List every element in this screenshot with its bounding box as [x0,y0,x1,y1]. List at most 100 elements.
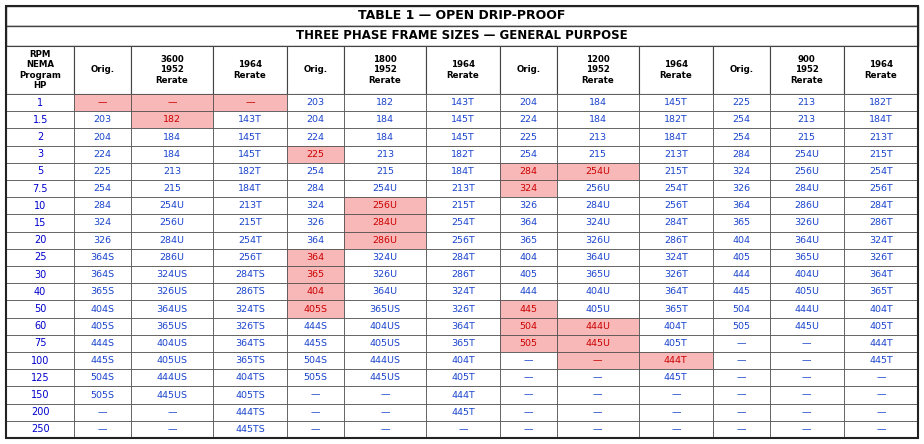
Bar [500,335,557,352]
Bar [344,301,426,317]
Text: 254T: 254T [869,167,893,176]
Bar [213,352,287,369]
Bar [426,146,500,163]
Bar [6,232,74,249]
Text: TABLE 1 — OPEN DRIP-PROOF: TABLE 1 — OPEN DRIP-PROOF [359,9,565,23]
Text: —: — [458,425,468,434]
Text: 324US: 324US [156,270,188,279]
Bar [557,369,638,386]
Bar [713,232,770,249]
Text: —: — [524,356,533,365]
Bar [287,266,344,283]
Text: 284: 284 [307,184,324,193]
Text: —: — [98,408,107,417]
Bar [557,421,638,438]
Text: —: — [736,391,746,400]
Text: 286U: 286U [160,253,185,262]
Text: 284U: 284U [372,218,397,227]
Bar [557,214,638,232]
Text: 284T: 284T [869,201,893,210]
Bar [500,404,557,421]
Text: 324T: 324T [664,253,687,262]
Text: —: — [380,425,390,434]
Bar [638,386,713,404]
Text: 445T: 445T [451,408,475,417]
Bar [500,352,557,369]
Text: Orig.: Orig. [91,66,115,75]
Text: 200: 200 [30,407,49,417]
Bar [344,46,426,94]
Bar [213,404,287,421]
Bar [6,6,918,26]
Text: 324: 324 [732,167,750,176]
Text: 184T: 184T [451,167,475,176]
Bar [500,266,557,283]
Text: 284T: 284T [451,253,475,262]
Bar [131,386,213,404]
Text: 444T: 444T [451,391,475,400]
Bar [426,197,500,214]
Bar [500,111,557,128]
Bar [770,111,844,128]
Bar [770,46,844,94]
Text: 405: 405 [519,270,538,279]
Bar [74,317,131,335]
Bar [74,249,131,266]
Text: —: — [167,408,176,417]
Bar [131,352,213,369]
Bar [131,249,213,266]
Bar [287,352,344,369]
Bar [844,180,918,197]
Text: 445U: 445U [795,322,820,331]
Text: 505S: 505S [91,391,115,400]
Bar [557,197,638,214]
Text: 404U: 404U [795,270,820,279]
Text: 404S: 404S [91,305,115,313]
Bar [6,197,74,214]
Bar [6,404,74,421]
Text: 405T: 405T [664,339,687,348]
Text: 254U: 254U [795,150,820,159]
Text: 256U: 256U [795,167,820,176]
Bar [500,232,557,249]
Bar [844,421,918,438]
Bar [131,163,213,180]
Bar [6,283,74,301]
Bar [713,404,770,421]
Bar [213,317,287,335]
Text: 364U: 364U [794,236,820,245]
Text: 365U: 365U [794,253,820,262]
Text: 404TS: 404TS [236,373,265,382]
Bar [713,146,770,163]
Text: 254: 254 [732,132,750,142]
Bar [213,180,287,197]
Text: 215T: 215T [238,218,262,227]
Text: —: — [736,425,746,434]
Text: 364U: 364U [585,253,610,262]
Text: 365: 365 [732,218,750,227]
Bar [844,232,918,249]
Text: 326: 326 [307,218,324,227]
Bar [844,94,918,111]
Bar [131,180,213,197]
Bar [426,404,500,421]
Bar [6,180,74,197]
Bar [74,266,131,283]
Bar [287,335,344,352]
Bar [74,369,131,386]
Text: 184: 184 [589,98,607,107]
Bar [844,404,918,421]
Text: 404T: 404T [869,305,893,313]
Text: —: — [380,391,390,400]
Bar [6,111,74,128]
Text: 365S: 365S [91,287,115,296]
Bar [638,301,713,317]
Bar [713,283,770,301]
Bar [500,317,557,335]
Text: 284U: 284U [795,184,820,193]
Text: —: — [524,408,533,417]
Bar [74,283,131,301]
Text: 364T: 364T [869,270,893,279]
Bar [844,111,918,128]
Bar [770,232,844,249]
